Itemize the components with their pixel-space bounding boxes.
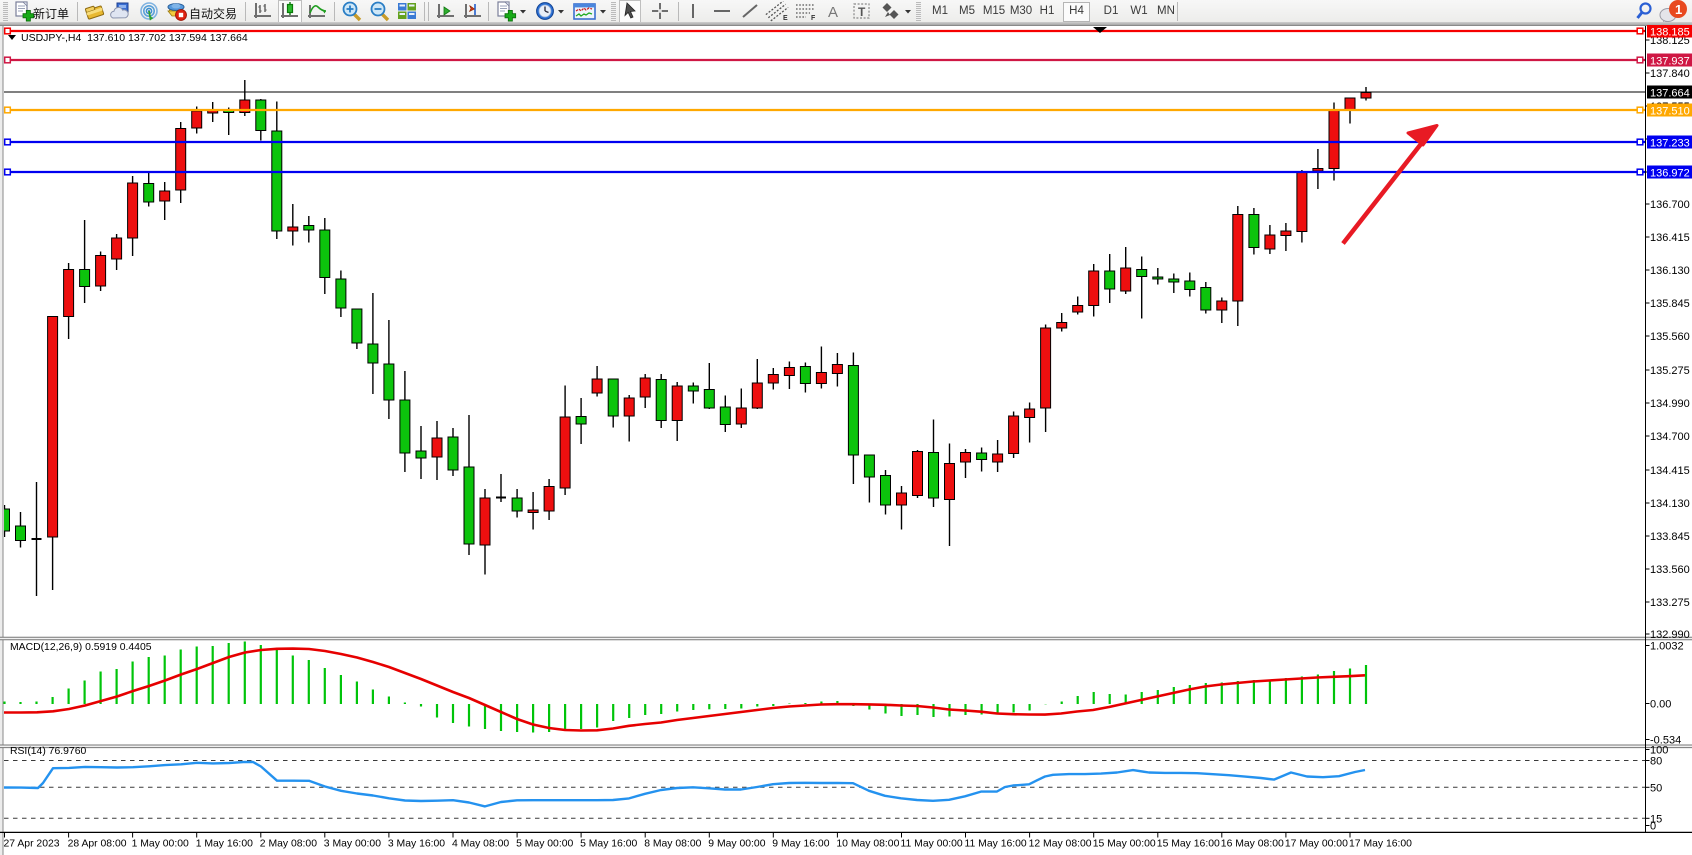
svg-text:1.0032: 1.0032 <box>1650 641 1684 653</box>
svg-text:27 Apr 2023: 27 Apr 2023 <box>4 839 60 850</box>
svg-text:136.415: 136.415 <box>1650 232 1690 244</box>
svg-text:E: E <box>783 15 788 22</box>
svg-text:136.130: 136.130 <box>1650 265 1690 277</box>
svg-text:15 May 00:00: 15 May 00:00 <box>1093 839 1156 850</box>
svg-text:137.664: 137.664 <box>1650 88 1690 100</box>
svg-text:5 May 00:00: 5 May 00:00 <box>516 839 573 850</box>
svg-text:3 May 16:00: 3 May 16:00 <box>388 839 445 850</box>
svg-text:RSI(14) 76.9760: RSI(14) 76.9760 <box>10 746 86 757</box>
svg-text:138.125: 138.125 <box>1650 35 1690 47</box>
svg-text:1: 1 <box>1675 2 1682 17</box>
svg-text:135.275: 135.275 <box>1650 365 1690 377</box>
svg-text:135.560: 135.560 <box>1650 331 1690 343</box>
svg-text:USDJPY-,H4 137.610 137.702 13: USDJPY-,H4 137.610 137.702 137.594 137.6… <box>21 32 248 44</box>
svg-text:17 May 16:00: 17 May 16:00 <box>1349 839 1412 850</box>
svg-text:15 May 16:00: 15 May 16:00 <box>1157 839 1220 850</box>
svg-text:9 May 00:00: 9 May 00:00 <box>708 839 765 850</box>
svg-text:1 May 00:00: 1 May 00:00 <box>132 839 189 850</box>
svg-text:133.275: 133.275 <box>1650 597 1690 609</box>
svg-text:134.130: 134.130 <box>1650 498 1690 510</box>
svg-text:2 May 08:00: 2 May 08:00 <box>260 839 317 850</box>
svg-text:137.510: 137.510 <box>1650 106 1690 118</box>
svg-text:12 May 08:00: 12 May 08:00 <box>1029 839 1092 850</box>
svg-text:137.840: 137.840 <box>1650 68 1690 80</box>
svg-text:9 May 16:00: 9 May 16:00 <box>772 839 829 850</box>
svg-text:133.845: 133.845 <box>1650 531 1690 543</box>
svg-text:137.937: 137.937 <box>1650 56 1690 68</box>
svg-text:-0.534: -0.534 <box>1650 735 1681 747</box>
svg-text:0: 0 <box>1650 821 1656 833</box>
svg-text:133.560: 133.560 <box>1650 564 1690 576</box>
svg-text:80: 80 <box>1650 756 1662 768</box>
svg-text:15: 15 <box>1650 813 1662 825</box>
svg-text:MACD(12,26,9) 0.5919 0.4405: MACD(12,26,9) 0.5919 0.4405 <box>10 642 152 653</box>
svg-text:10 May 08:00: 10 May 08:00 <box>836 839 899 850</box>
svg-text:3 May 00:00: 3 May 00:00 <box>324 839 381 850</box>
svg-text:T: T <box>858 5 866 19</box>
svg-text:132.990: 132.990 <box>1650 629 1690 641</box>
svg-text:138.185: 138.185 <box>1650 27 1690 39</box>
svg-text:F: F <box>811 15 816 22</box>
svg-text:11 May 00:00: 11 May 00:00 <box>901 839 963 850</box>
svg-text:11 May 16:00: 11 May 16:00 <box>965 839 1027 850</box>
svg-text:4 May 08:00: 4 May 08:00 <box>452 839 509 850</box>
svg-text:0.00: 0.00 <box>1650 699 1671 711</box>
svg-text:100: 100 <box>1650 745 1668 757</box>
svg-text:137.233: 137.233 <box>1650 138 1690 150</box>
svg-text:136.972: 136.972 <box>1650 168 1690 180</box>
svg-text:134.415: 134.415 <box>1650 465 1690 477</box>
svg-text:17 May 00:00: 17 May 00:00 <box>1285 839 1348 850</box>
svg-text:135.845: 135.845 <box>1650 298 1690 310</box>
svg-text:50: 50 <box>1650 782 1662 794</box>
svg-text:16 May 08:00: 16 May 08:00 <box>1221 839 1284 850</box>
svg-text:5 May 16:00: 5 May 16:00 <box>580 839 637 850</box>
svg-text:1 May 16:00: 1 May 16:00 <box>196 839 253 850</box>
svg-text:134.990: 134.990 <box>1650 398 1690 410</box>
svg-text:8 May 08:00: 8 May 08:00 <box>644 839 701 850</box>
svg-text:134.700: 134.700 <box>1650 431 1690 443</box>
svg-text:A: A <box>828 4 838 21</box>
svg-text:28 Apr 08:00: 28 Apr 08:00 <box>68 839 127 850</box>
svg-text:136.700: 136.700 <box>1650 199 1690 211</box>
